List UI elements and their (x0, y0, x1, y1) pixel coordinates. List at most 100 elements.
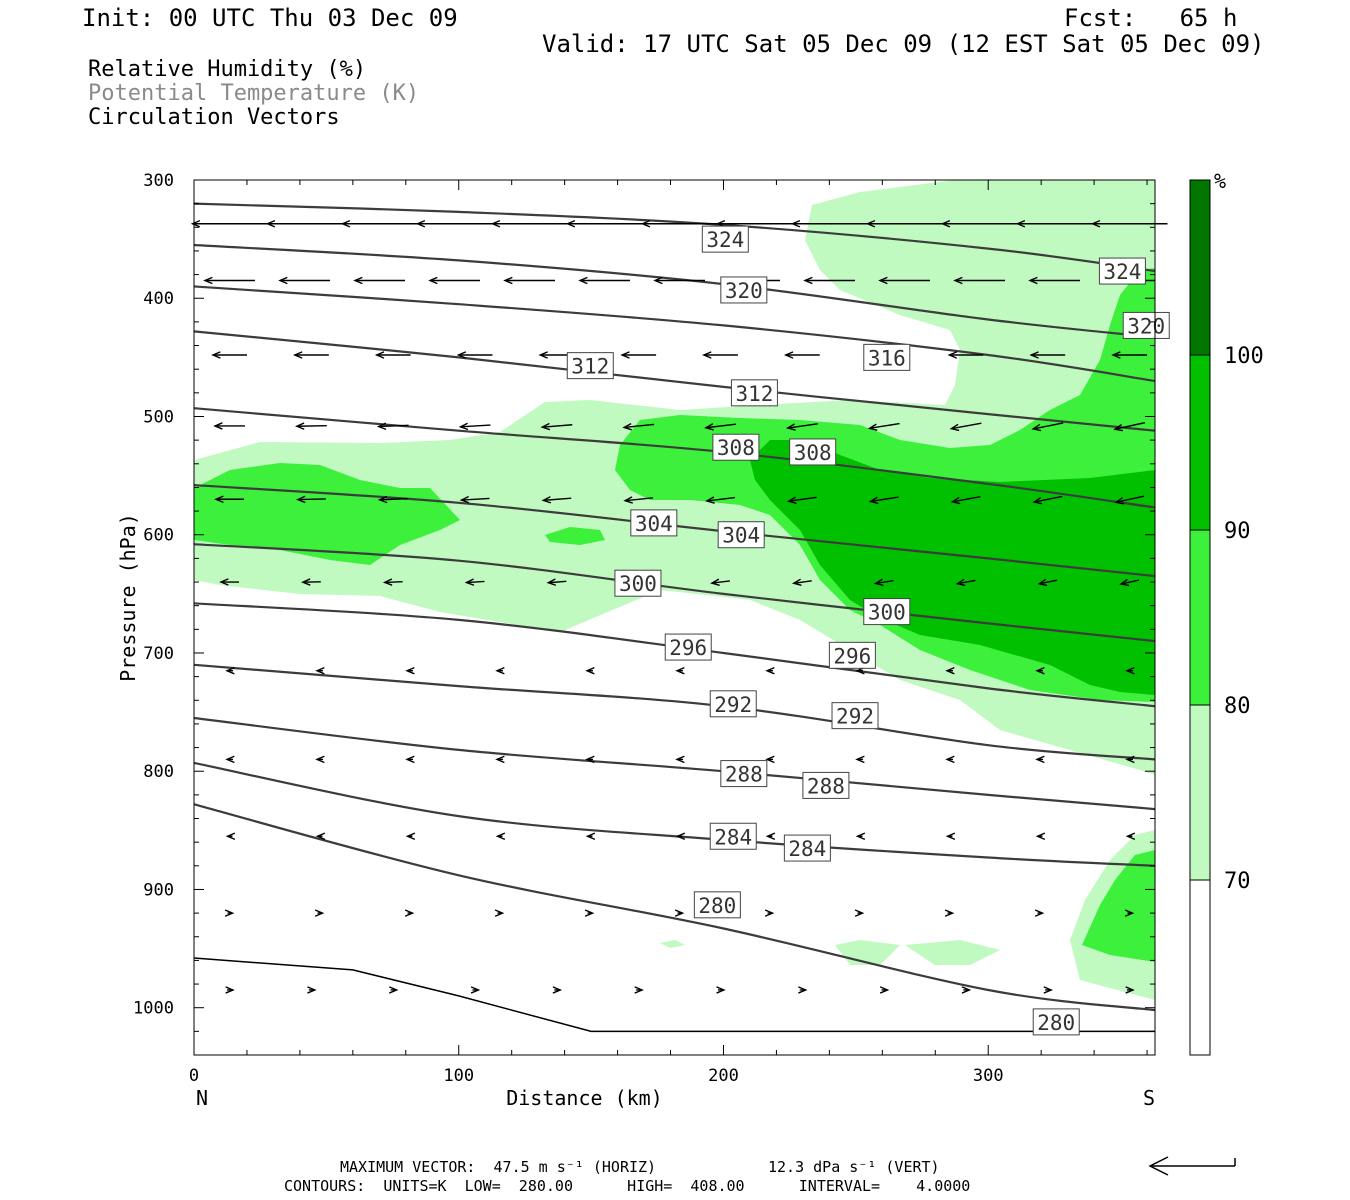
circulation-vector (1033, 422, 1064, 430)
circulation-vector (1115, 495, 1145, 504)
vector-layer (190, 219, 1168, 994)
vector-head (584, 909, 595, 917)
colorbar-segment (1189, 879, 1211, 1056)
vector-head (296, 495, 306, 504)
vector-head (203, 276, 213, 285)
contour-label-box (730, 379, 778, 407)
contour-label: 324 (1103, 260, 1141, 284)
x-axis-title: Distance (km) (506, 1086, 663, 1110)
vector-head (653, 276, 663, 285)
vector-head (1029, 351, 1039, 359)
ref-arrow-head (1148, 1156, 1169, 1176)
contour-label-box (863, 343, 911, 371)
vector-head (623, 496, 633, 504)
contour-label-box (720, 760, 768, 788)
vector-head (382, 578, 393, 586)
theta-contour-284 (193, 761, 1156, 867)
y-tick-label: 400 (143, 289, 174, 309)
reference-arrow (1148, 1156, 1236, 1176)
vector-head (790, 219, 801, 228)
vector-head (765, 832, 776, 841)
vector-head (878, 276, 888, 285)
vector-head (803, 276, 813, 285)
vector-head (265, 219, 276, 228)
vector-head (490, 219, 501, 228)
rh-region (660, 940, 685, 948)
vector-head (376, 422, 387, 431)
vector-head (705, 496, 715, 504)
contour-label-box (701, 225, 749, 253)
vector-head (947, 351, 958, 359)
contour-label: 308 (794, 441, 832, 465)
contour-label-box (831, 702, 879, 730)
vector-head (704, 423, 714, 431)
circulation-vector (297, 498, 326, 501)
vector-head (1032, 496, 1043, 505)
contour-label: 324 (706, 228, 744, 252)
vector-head (955, 578, 966, 587)
vector-head (640, 219, 651, 228)
colorbar-label: 90 (1224, 519, 1251, 544)
colorbar-label: 100 (1224, 344, 1264, 369)
vector-head (791, 578, 802, 587)
vector-head (225, 832, 236, 841)
vector-head (702, 351, 712, 359)
vector-head (716, 986, 726, 994)
circulation-vector (460, 424, 491, 428)
circulation-vector (793, 580, 812, 584)
vector-head (855, 832, 866, 841)
contour-label-box (802, 771, 850, 799)
contour-label: 288 (725, 763, 763, 787)
colorbar-segment (1189, 354, 1211, 531)
theta-contour-288 (193, 716, 1156, 811)
vector-head (578, 276, 588, 285)
vector-head (1125, 832, 1136, 841)
vector-head (1043, 986, 1053, 994)
theta-contour-320 (193, 243, 1156, 339)
vector-head (225, 755, 235, 764)
y-tick-label: 800 (143, 762, 174, 782)
vector-head (494, 909, 505, 917)
contour-label-box (712, 433, 760, 461)
max-vector-vert-text: 12.3 dPa s⁻¹ (VERT) (768, 1158, 940, 1176)
contour-label: 280 (698, 894, 736, 918)
max-vector-text: MAXIMUM VECTOR: 47.5 m s⁻¹ (HORIZ) (340, 1158, 657, 1176)
y-axis-title: Pressure (hPa) (116, 513, 140, 682)
rh-region (835, 940, 900, 965)
vector-head (798, 986, 808, 994)
vector-head (503, 276, 513, 285)
x-tick-label: 300 (973, 1066, 1004, 1086)
circulation-vector (951, 422, 982, 430)
vector-head (428, 276, 438, 285)
vector-head (404, 909, 415, 917)
circulation-vector (548, 580, 567, 584)
vector-head (295, 422, 305, 430)
colorbar-segment (1189, 179, 1211, 356)
contour-label: 288 (807, 774, 845, 798)
colorbar-segment (1189, 529, 1211, 706)
vector-head (765, 666, 775, 675)
vector-head (190, 219, 201, 228)
vector-head (495, 755, 505, 764)
vector-head (675, 832, 686, 841)
theta-contour-316 (193, 285, 1156, 383)
contour-label-box (614, 569, 662, 597)
vector-head (1114, 497, 1124, 505)
circulation-vector (788, 496, 817, 502)
y-tick-label: 1000 (133, 999, 174, 1019)
vector-head (470, 986, 481, 994)
vector-head (565, 219, 576, 228)
vector-head (307, 986, 317, 994)
vector-head (225, 666, 235, 675)
circulation-vector (542, 424, 573, 428)
colorbar: 70 80 90 100% (1189, 169, 1264, 1056)
vector-head (315, 666, 325, 675)
contour-label: 308 (717, 436, 755, 460)
theta-contour-312 (193, 330, 1156, 432)
vector-head (634, 986, 644, 994)
contour-label-box (789, 438, 837, 466)
circulation-vector (870, 496, 899, 503)
field-theta: Potential Temperature (K) (88, 81, 420, 106)
circulation-vector (787, 423, 818, 429)
colorbar-segment (1189, 704, 1211, 881)
